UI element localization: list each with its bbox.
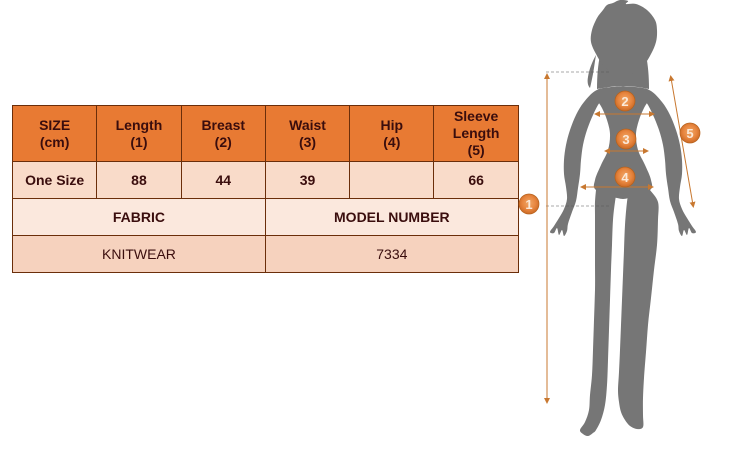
- svg-text:3: 3: [622, 132, 629, 147]
- svg-text:4: 4: [621, 170, 629, 185]
- svg-text:2: 2: [621, 94, 628, 109]
- svg-text:1: 1: [525, 197, 532, 212]
- svg-text:5: 5: [686, 126, 693, 141]
